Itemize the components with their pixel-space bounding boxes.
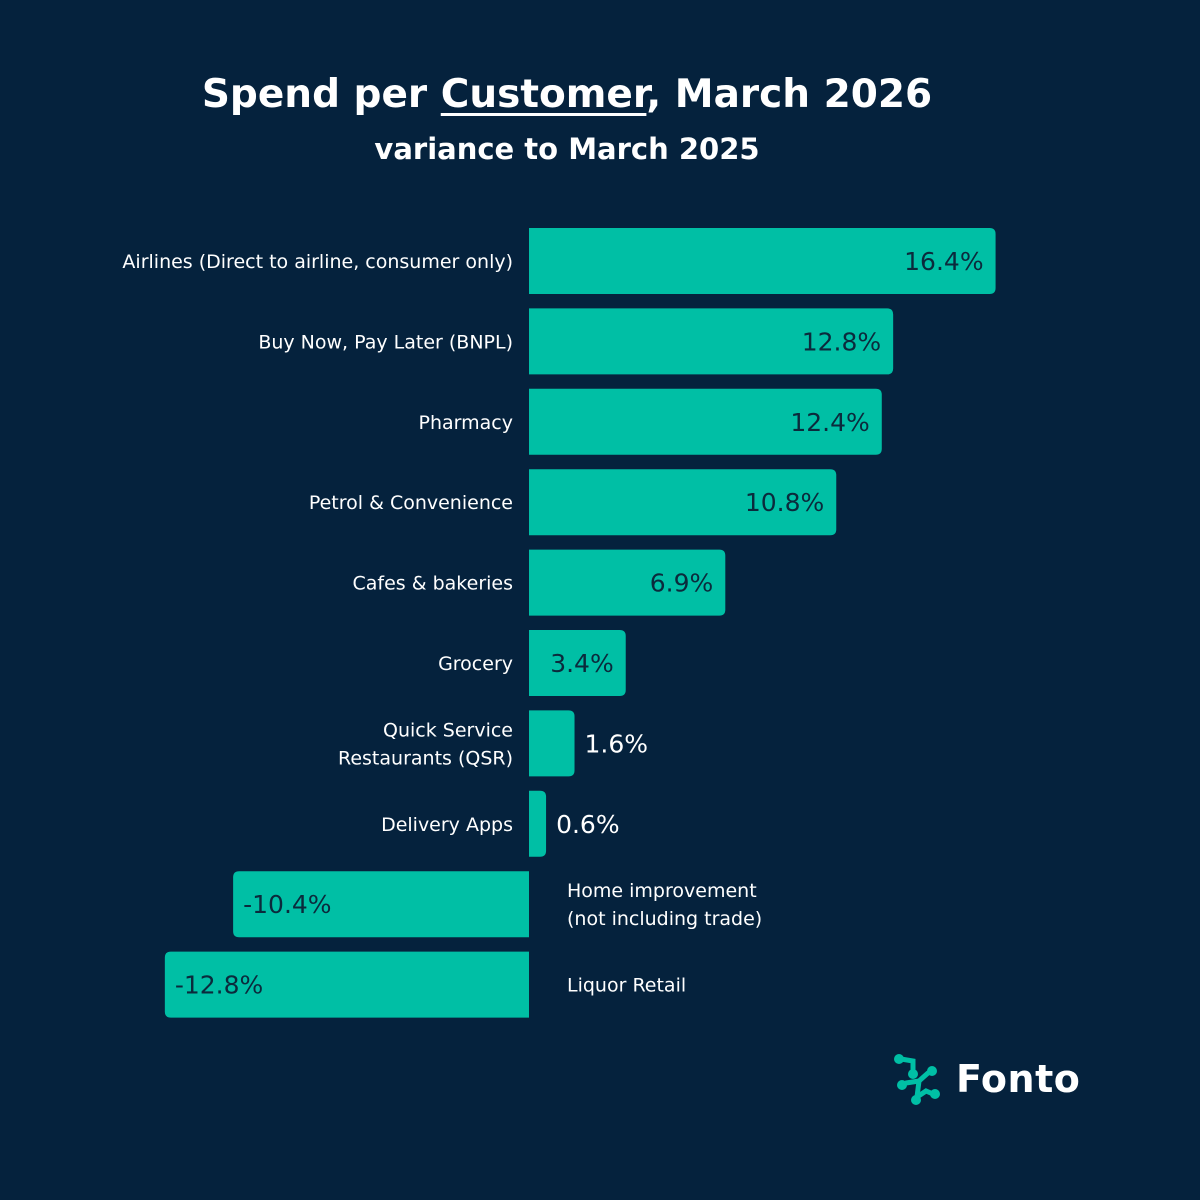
bar <box>529 790 547 857</box>
category-label-line: Liquor Retail <box>567 975 686 997</box>
bar <box>164 951 529 1018</box>
category-label: Airlines (Direct to airline, consumer on… <box>122 251 513 273</box>
chart-subtitle: variance to March 2025 <box>374 132 760 166</box>
category-label-line: Grocery <box>438 653 513 675</box>
bar <box>529 549 726 616</box>
bar <box>529 308 894 375</box>
bar <box>529 228 996 294</box>
bar-group: -10.4% Home improvement (not including tra… <box>233 871 762 938</box>
category-label-line: Buy Now, Pay Later (BNPL) <box>258 331 513 353</box>
category-label-line: (not including trade) <box>567 908 762 930</box>
bar <box>529 710 575 777</box>
bar-group: 12.8% Buy Now, Pay Later (BNPL) <box>258 308 894 375</box>
category-label: Quick Service Restaurants (QSR) <box>338 719 513 769</box>
category-label: Pharmacy <box>419 412 513 434</box>
category-label: Liquor Retail <box>567 975 686 997</box>
bar-group: 1.6% Quick Service Restaurants (QSR) <box>338 710 649 777</box>
bar-group: -12.8% Liquor Retail <box>164 951 686 1018</box>
category-label-line: Cafes & bakeries <box>353 573 513 595</box>
bar-chart: 16.4% Airlines (Direct to airline, consum… <box>122 228 996 1018</box>
brand-logo: Fonto <box>892 1052 1080 1106</box>
bar <box>529 388 882 455</box>
category-label: Delivery Apps <box>381 814 513 836</box>
value-label: 12.4% <box>790 408 869 437</box>
title-emphasis: Customer <box>440 72 647 117</box>
category-label: Buy Now, Pay Later (BNPL) <box>258 331 513 353</box>
brand-name: Fonto <box>956 1057 1081 1101</box>
category-label: Petrol & Convenience <box>309 492 513 514</box>
value-label: 1.6% <box>585 729 649 758</box>
category-label-line: Restaurants (QSR) <box>338 747 513 769</box>
bar <box>529 469 837 536</box>
category-label-line: Pharmacy <box>419 412 513 434</box>
value-label: 16.4% <box>904 247 983 276</box>
category-label: Home improvement (not including trade) <box>567 880 762 930</box>
category-label: Cafes & bakeries <box>353 573 513 595</box>
bar-group: 12.4% Pharmacy <box>419 388 882 455</box>
category-label-line: Delivery Apps <box>381 814 513 836</box>
category-label-line: Airlines (Direct to airline, consumer on… <box>122 251 513 273</box>
value-label: 6.9% <box>650 569 714 598</box>
title-part-3: , March 2026 <box>646 72 933 117</box>
value-label: -12.8% <box>175 971 263 1000</box>
category-label-line: Home improvement <box>567 880 757 902</box>
title-part-1: Spend per <box>201 72 441 117</box>
bar-group: 6.9% Cafes & bakeries <box>353 549 726 616</box>
bar-group: 10.8% Petrol & Convenience <box>309 469 837 536</box>
bar-group: 0.6% Delivery Apps <box>381 790 620 857</box>
value-label: 12.8% <box>802 327 881 356</box>
chart-title: Spend per Customer, March 2026 <box>0 72 1134 117</box>
value-label: -10.4% <box>243 890 331 919</box>
category-label-line: Petrol & Convenience <box>309 492 513 514</box>
molecule-network-icon <box>894 1054 940 1105</box>
value-label: 0.6% <box>556 810 620 839</box>
bar-group: 3.4% Grocery <box>438 630 626 696</box>
value-label: 3.4% <box>550 649 614 678</box>
category-label: Grocery <box>438 653 513 675</box>
category-label-line: Quick Service <box>383 719 513 741</box>
value-label: 10.8% <box>745 488 824 517</box>
bar-group: 16.4% Airlines (Direct to airline, consum… <box>122 228 996 294</box>
bar <box>233 871 529 938</box>
bar <box>529 630 626 696</box>
